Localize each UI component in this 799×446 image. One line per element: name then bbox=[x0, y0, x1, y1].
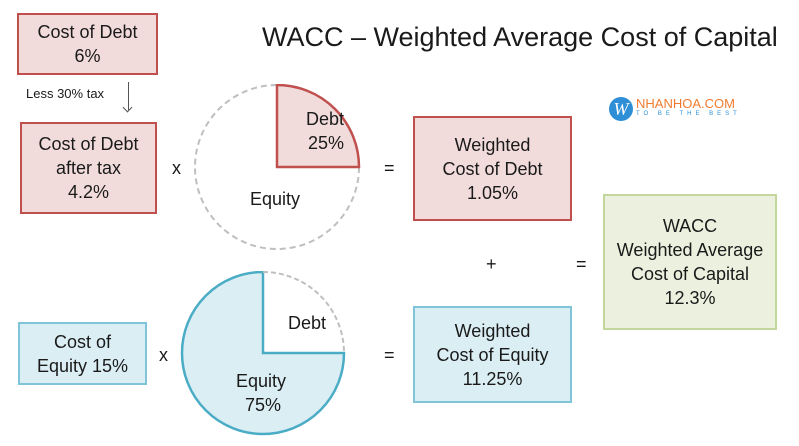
logo-tagline: TO BE THE BEST bbox=[636, 111, 741, 117]
equals-sign: = bbox=[384, 345, 395, 365]
tax-note: Less 30% tax bbox=[26, 86, 105, 101]
label: Weighted Average bbox=[616, 240, 764, 260]
wacc-box: WACC Weighted Average Cost of Capital 12… bbox=[603, 194, 777, 330]
equals-sign: = bbox=[384, 158, 395, 178]
label: Cost of Debt bbox=[37, 22, 138, 42]
pie-debt-label: Debt bbox=[288, 313, 326, 333]
label: Cost of Capital bbox=[630, 264, 750, 284]
label: Weighted bbox=[454, 134, 531, 155]
value: 6% bbox=[74, 46, 101, 66]
label: WACC bbox=[662, 216, 718, 236]
equals-sign: = bbox=[576, 254, 587, 274]
equity-weight-pie: Debt Equity 75% bbox=[180, 271, 346, 436]
multiply-sign: x bbox=[159, 345, 168, 365]
label: Weighted bbox=[454, 320, 531, 341]
label: after tax bbox=[55, 158, 122, 178]
value: 1.05% bbox=[466, 182, 519, 203]
pie-equity-pct: 75% bbox=[245, 395, 281, 415]
pie-debt-label: Debt bbox=[306, 109, 344, 129]
label: Cost of Debt bbox=[442, 158, 543, 179]
down-arrow-icon bbox=[128, 82, 129, 110]
page-title: WACC – Weighted Average Cost of Capital bbox=[262, 22, 778, 52]
cost-of-debt-after-tax-box: Cost of Debt after tax 4.2% bbox=[20, 122, 157, 214]
plus-sign: + bbox=[486, 254, 497, 274]
label: Cost of Equity bbox=[436, 344, 549, 365]
weighted-cost-of-equity-box: Weighted Cost of Equity 11.25% bbox=[413, 306, 572, 403]
value: 11.25% bbox=[462, 368, 523, 389]
brand-logo: W NHANHOA.COM TO BE THE BEST bbox=[609, 97, 741, 121]
weighted-cost-of-debt-box: Weighted Cost of Debt 1.05% bbox=[413, 116, 572, 221]
value: 4.2% bbox=[67, 182, 110, 202]
pie-equity-label: Equity bbox=[236, 371, 286, 391]
debt-weight-pie: Debt 25% Equity bbox=[194, 84, 361, 250]
pie-debt-pct: 25% bbox=[308, 133, 344, 153]
pie-equity-label: Equity bbox=[250, 189, 300, 209]
cost-of-debt-box: Cost of Debt 6% bbox=[17, 13, 158, 75]
label: Cost of Debt bbox=[38, 134, 139, 154]
label: Cost of bbox=[53, 331, 112, 352]
cost-of-equity-box: Cost of Equity 15% bbox=[18, 322, 147, 385]
value: Equity 15% bbox=[36, 355, 129, 376]
multiply-sign: x bbox=[172, 158, 181, 178]
logo-brand: NHANHOA.COM bbox=[636, 96, 735, 111]
logo-w-icon: W bbox=[609, 97, 633, 121]
value: 12.3% bbox=[664, 288, 716, 308]
